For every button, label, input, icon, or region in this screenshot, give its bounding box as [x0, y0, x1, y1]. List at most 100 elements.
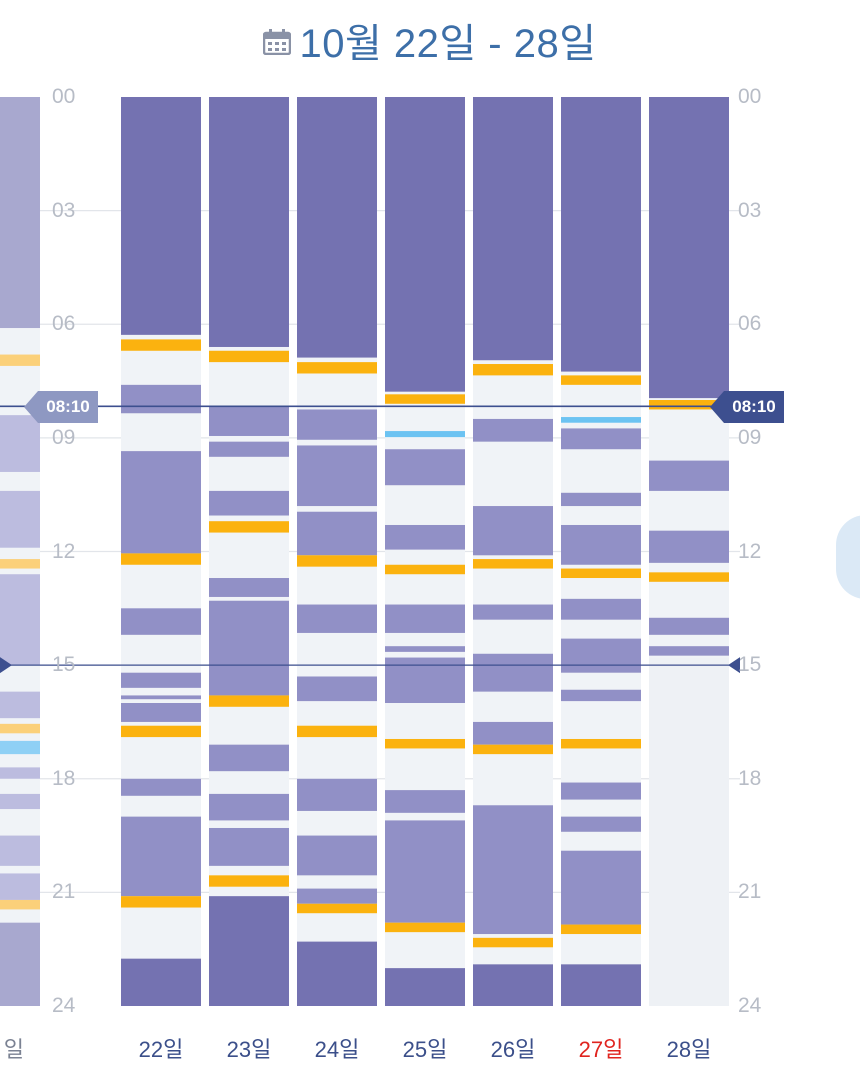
feeding-mark[interactable] [0, 559, 40, 569]
nap-block[interactable] [209, 490, 289, 516]
feeding-mark[interactable] [209, 875, 289, 887]
medicine-mark[interactable] [0, 740, 40, 755]
feeding-mark[interactable] [209, 350, 289, 363]
nap-block[interactable] [561, 782, 641, 800]
medicine-mark[interactable] [385, 431, 465, 438]
feeding-mark[interactable] [473, 559, 553, 569]
nap-block[interactable] [473, 653, 553, 692]
night-sleep-block[interactable] [297, 97, 377, 358]
nap-block[interactable] [385, 820, 465, 923]
nap-block[interactable] [121, 703, 201, 722]
nap-block[interactable] [561, 598, 641, 620]
feeding-mark[interactable] [209, 695, 289, 707]
day-label[interactable]: 25일 [402, 1037, 448, 1062]
nap-block[interactable] [385, 604, 465, 633]
nap-block[interactable] [209, 405, 289, 436]
night-sleep-block[interactable] [0, 922, 40, 1006]
nap-block[interactable] [297, 511, 377, 556]
feeding-mark[interactable] [385, 922, 465, 933]
week-title[interactable]: 10월 22일 - 28일 [299, 22, 597, 66]
day-label[interactable]: 28일 [666, 1037, 712, 1062]
nap-block[interactable] [649, 530, 729, 563]
nap-block[interactable] [121, 672, 201, 688]
feeding-mark[interactable] [297, 903, 377, 914]
nap-block[interactable] [209, 744, 289, 772]
nap-block[interactable] [385, 657, 465, 703]
day-label[interactable]: 24일 [314, 1037, 360, 1062]
nap-block[interactable] [209, 600, 289, 696]
feeding-mark[interactable] [473, 364, 553, 376]
unrecorded-area[interactable] [649, 657, 729, 1006]
day-label[interactable]: 22일 [138, 1037, 184, 1062]
feeding-mark[interactable] [0, 899, 40, 910]
nap-block[interactable] [297, 778, 377, 811]
night-sleep-block[interactable] [561, 964, 641, 1006]
night-sleep-block[interactable] [209, 896, 289, 1006]
side-panel-handle[interactable] [836, 515, 860, 599]
nap-block[interactable] [385, 524, 465, 550]
feeding-mark[interactable] [385, 394, 465, 404]
feeding-mark[interactable] [121, 339, 201, 351]
night-sleep-block[interactable] [473, 97, 553, 361]
nap-block[interactable] [649, 460, 729, 491]
nap-block[interactable] [473, 418, 553, 442]
nap-block[interactable] [0, 574, 40, 666]
nap-block[interactable] [0, 490, 40, 548]
nap-block[interactable] [0, 415, 40, 472]
feeding-mark[interactable] [121, 553, 201, 565]
feeding-mark[interactable] [561, 375, 641, 385]
feeding-mark[interactable] [473, 744, 553, 755]
nap-block[interactable] [561, 638, 641, 673]
feeding-mark[interactable] [649, 400, 729, 410]
nap-block[interactable] [0, 767, 40, 779]
feeding-mark[interactable] [649, 572, 729, 582]
feeding-mark[interactable] [209, 521, 289, 533]
nap-block[interactable] [0, 835, 40, 866]
feeding-mark[interactable] [561, 568, 641, 579]
night-sleep-block[interactable] [473, 964, 553, 1006]
nap-block[interactable] [385, 646, 465, 652]
nap-block[interactable] [0, 793, 40, 810]
nap-block[interactable] [121, 778, 201, 796]
feeding-mark[interactable] [385, 738, 465, 749]
day-label[interactable]: 27일 [578, 1037, 624, 1062]
night-sleep-block[interactable] [649, 97, 729, 399]
nap-block[interactable] [561, 816, 641, 832]
feeding-mark[interactable] [297, 362, 377, 374]
day-label[interactable]: 23일 [226, 1037, 272, 1062]
night-sleep-block[interactable] [121, 958, 201, 1006]
day-label-prev[interactable]: 일 [3, 1037, 24, 1062]
day-label[interactable]: 26일 [490, 1037, 536, 1062]
nap-block[interactable] [0, 873, 40, 900]
nap-block[interactable] [649, 646, 729, 656]
nap-block[interactable] [121, 451, 201, 554]
feeding-mark[interactable] [121, 896, 201, 908]
nap-block[interactable] [473, 721, 553, 745]
nap-block[interactable] [209, 827, 289, 866]
nap-block[interactable] [121, 816, 201, 897]
feeding-mark[interactable] [561, 738, 641, 749]
nap-block[interactable] [121, 608, 201, 635]
nap-block[interactable] [473, 506, 553, 556]
night-sleep-block[interactable] [561, 97, 641, 372]
nap-block[interactable] [121, 384, 201, 414]
feeding-mark[interactable] [121, 725, 201, 738]
nap-block[interactable] [209, 441, 289, 457]
nap-block[interactable] [561, 524, 641, 565]
night-sleep-block[interactable] [209, 97, 289, 347]
nap-block[interactable] [561, 689, 641, 702]
nap-block[interactable] [297, 604, 377, 633]
nap-block[interactable] [297, 835, 377, 876]
feeding-mark[interactable] [473, 937, 553, 948]
night-sleep-block[interactable] [385, 97, 465, 392]
night-sleep-block[interactable] [385, 968, 465, 1006]
nap-block[interactable] [209, 578, 289, 597]
nap-block[interactable] [297, 409, 377, 440]
nap-block[interactable] [561, 428, 641, 450]
feeding-mark[interactable] [0, 723, 40, 734]
nap-block[interactable] [121, 695, 201, 700]
nap-block[interactable] [385, 790, 465, 813]
night-sleep-block[interactable] [0, 97, 40, 329]
nap-block[interactable] [385, 449, 465, 486]
nap-block[interactable] [209, 793, 289, 821]
